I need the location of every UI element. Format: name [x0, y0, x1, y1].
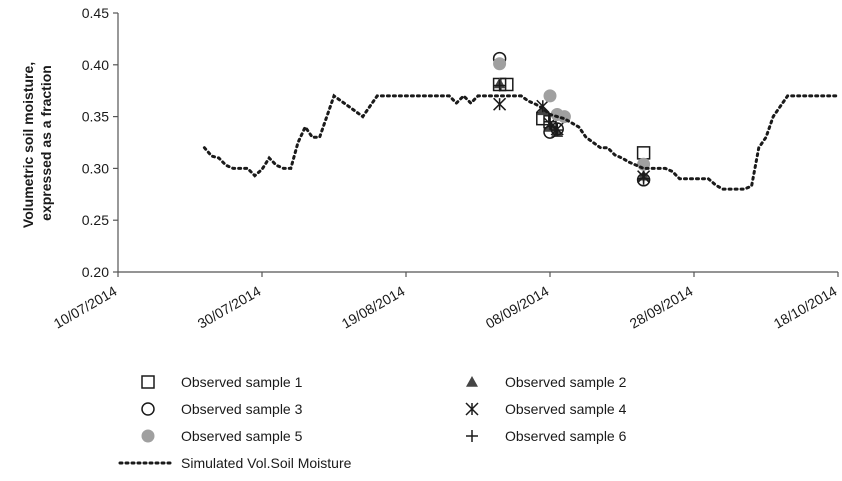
- series-6: [493, 79, 650, 185]
- data-point: [493, 57, 507, 71]
- y-tick-label: 0.35: [82, 109, 109, 125]
- data-point: [636, 146, 651, 160]
- y-axis-title-line-1: Volumetric soil moisture,: [20, 62, 36, 228]
- legend-marker-icon: [465, 402, 479, 416]
- legend-marker-icon: [141, 375, 155, 389]
- series-5: [493, 57, 651, 171]
- data-point: [493, 79, 506, 92]
- series-7: [202, 93, 840, 191]
- data-point: [551, 124, 564, 137]
- legend-label: Observed sample 5: [181, 428, 303, 444]
- legend-label: Observed sample 4: [505, 401, 627, 417]
- legend-marker-icon: [466, 430, 478, 442]
- legend-item-3: Observed sample 3: [141, 401, 303, 417]
- legend-item-5: Observed sample 5: [141, 428, 303, 444]
- series-3: [492, 51, 651, 187]
- x-tick-label: 19/08/2014: [339, 283, 408, 332]
- legend-label: Observed sample 1: [181, 374, 303, 390]
- y-axis-title-line-2: expressed as a fraction: [38, 65, 54, 221]
- x-tick-label: 10/07/2014: [51, 283, 120, 332]
- simulated-soil-moisture-line: [202, 93, 840, 191]
- x-tick-label: 18/10/2014: [771, 283, 840, 332]
- legend-marker-icon: [141, 429, 155, 443]
- y-tick-label: 0.45: [82, 5, 109, 21]
- legend-item-4: Observed sample 4: [465, 401, 627, 417]
- x-tick-label: 08/09/2014: [483, 283, 552, 332]
- y-axis-title: Volumetric soil moisture, expressed as a…: [20, 58, 54, 228]
- legend-label: Observed sample 3: [181, 401, 303, 417]
- legend-label: Simulated Vol.Soil Moisture: [181, 455, 352, 471]
- legend-item-1: Observed sample 1: [141, 374, 303, 390]
- data-point: [637, 172, 650, 185]
- square-marker-shape: [636, 146, 651, 160]
- legend-item-2: Observed sample 2: [466, 374, 627, 390]
- y-tick-label: 0.20: [82, 264, 109, 280]
- legend-marker-icon: [141, 402, 155, 416]
- filled-circle-marker-shape: [543, 89, 557, 103]
- square-marker-shape: [141, 375, 155, 389]
- y-tick-label: 0.40: [82, 57, 109, 73]
- data-point: [493, 97, 507, 111]
- data-point: [543, 89, 557, 103]
- series-2: [493, 77, 650, 181]
- filled-circle-marker-shape: [141, 429, 155, 443]
- triangle-marker-shape: [466, 376, 478, 387]
- x-tick-label: 28/09/2014: [627, 283, 696, 332]
- series-1: [492, 77, 651, 160]
- legend-item-7: Simulated Vol.Soil Moisture: [118, 455, 352, 471]
- y-tick-label: 0.30: [82, 160, 109, 176]
- legend-marker-icon: [466, 376, 478, 387]
- legend-label: Observed sample 2: [505, 374, 627, 390]
- series-4: [493, 97, 651, 184]
- x-tick-label: 30/07/2014: [195, 283, 264, 332]
- data-point: [544, 115, 556, 128]
- legend-item-6: Observed sample 6: [466, 428, 627, 444]
- y-tick-label: 0.25: [82, 212, 109, 228]
- filled-circle-marker-shape: [493, 57, 507, 71]
- circle-marker-shape: [141, 402, 155, 416]
- legend-label: Observed sample 6: [505, 428, 627, 444]
